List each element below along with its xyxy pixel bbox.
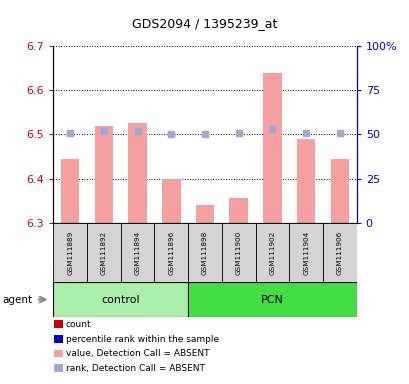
Bar <box>229 197 247 223</box>
Text: GSM111906: GSM111906 <box>336 230 342 275</box>
Text: GSM111892: GSM111892 <box>101 230 107 275</box>
Bar <box>263 73 281 223</box>
Bar <box>255 223 289 282</box>
Text: GSM111894: GSM111894 <box>134 230 140 275</box>
Bar <box>53 223 87 282</box>
Text: GSM111902: GSM111902 <box>269 230 275 275</box>
Text: agent: agent <box>2 295 32 305</box>
Text: count: count <box>65 320 91 329</box>
Bar <box>54 364 62 372</box>
Text: percentile rank within the sample: percentile rank within the sample <box>65 334 218 344</box>
Bar <box>61 159 79 223</box>
Bar <box>162 179 180 223</box>
Bar <box>54 320 62 328</box>
Bar <box>128 123 146 223</box>
Text: PCN: PCN <box>261 295 283 305</box>
Bar <box>322 223 356 282</box>
Text: GSM111900: GSM111900 <box>235 230 241 275</box>
Text: GSM111889: GSM111889 <box>67 230 73 275</box>
Bar <box>54 335 62 343</box>
Bar <box>221 223 255 282</box>
Text: GSM111896: GSM111896 <box>168 230 174 275</box>
Bar <box>195 205 214 223</box>
Text: control: control <box>101 295 140 305</box>
Text: rank, Detection Call = ABSENT: rank, Detection Call = ABSENT <box>65 364 204 373</box>
Bar <box>94 126 113 223</box>
Bar <box>154 223 188 282</box>
Text: value, Detection Call = ABSENT: value, Detection Call = ABSENT <box>65 349 209 358</box>
Text: GSM111904: GSM111904 <box>302 230 308 275</box>
Bar <box>188 223 221 282</box>
Bar <box>120 223 154 282</box>
Bar <box>296 139 315 223</box>
Bar <box>54 349 62 357</box>
Bar <box>330 159 348 223</box>
Bar <box>87 223 120 282</box>
Bar <box>53 282 188 317</box>
Text: GSM111898: GSM111898 <box>202 230 207 275</box>
Bar <box>289 223 322 282</box>
Text: GDS2094 / 1395239_at: GDS2094 / 1395239_at <box>132 17 277 30</box>
Bar <box>188 282 356 317</box>
